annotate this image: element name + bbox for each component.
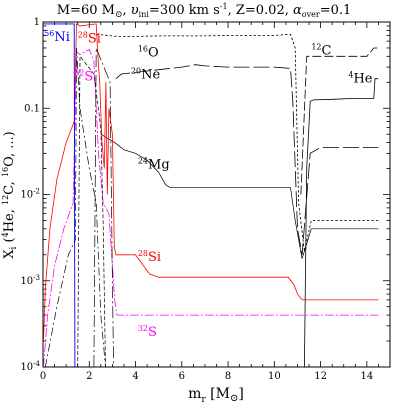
series-4He <box>304 78 379 368</box>
label-56Ni: 56Ni <box>44 29 70 45</box>
series-32S <box>43 48 379 368</box>
label-16O: 16O <box>138 44 159 60</box>
label-12C: 12C <box>311 42 331 58</box>
x-tick-label: 14 <box>360 371 373 382</box>
series-curves <box>43 23 379 368</box>
x-tick-label: 12 <box>314 371 327 382</box>
y-tick-label: 0.1 <box>24 103 40 114</box>
label-32S-top: 32S <box>74 68 93 84</box>
label-28Si-top: 28Si <box>78 30 101 46</box>
chart-title: M=60 M⊙, υini=300 km s-1, Z=0.02, αover=… <box>57 2 352 20</box>
x-tick-label: 4 <box>132 371 138 382</box>
y-tick-label: 10-3 <box>20 274 40 287</box>
y-tick-label: 10-4 <box>20 360 40 373</box>
label-20Ne: 20Ne <box>131 67 161 83</box>
label-4He: 4He <box>348 70 372 86</box>
axis-ticks: 0 2 4 6 8 10 12 14 1 0.1 10-2 10-3 10-4 <box>20 17 391 382</box>
x-tick-label: 8 <box>225 371 231 382</box>
x-tick-label: 2 <box>86 371 92 382</box>
y-tick-label: 1 <box>34 17 40 28</box>
x-tick-label: 0 <box>40 371 46 382</box>
series-56Ni <box>43 23 76 368</box>
y-tick-label: 10-2 <box>20 188 40 201</box>
x-axis-label: mr [M⊙] <box>188 386 244 405</box>
series-16O <box>96 33 379 252</box>
y-axis-label: Xi (4He, 12C, 16O, ...) <box>1 131 19 259</box>
label-28Si-mid: 28Si <box>138 249 161 265</box>
x-tick-label: 6 <box>179 371 185 382</box>
series-28Si <box>43 23 379 342</box>
series-labels: 56Ni 28Si 32S 16O 20Ne 24Mg 12C 4He 28Si 32S <box>44 29 373 340</box>
series-34S <box>44 47 106 368</box>
series-40Ca <box>93 47 114 368</box>
series-12C <box>300 47 379 195</box>
series-24Mg <box>100 133 379 259</box>
label-32S-low: 32S <box>138 324 157 340</box>
label-24Mg: 24Mg <box>138 157 170 173</box>
series-36Ar <box>77 55 106 368</box>
series-20Ne <box>115 64 379 255</box>
x-tick-label: 10 <box>268 371 281 382</box>
